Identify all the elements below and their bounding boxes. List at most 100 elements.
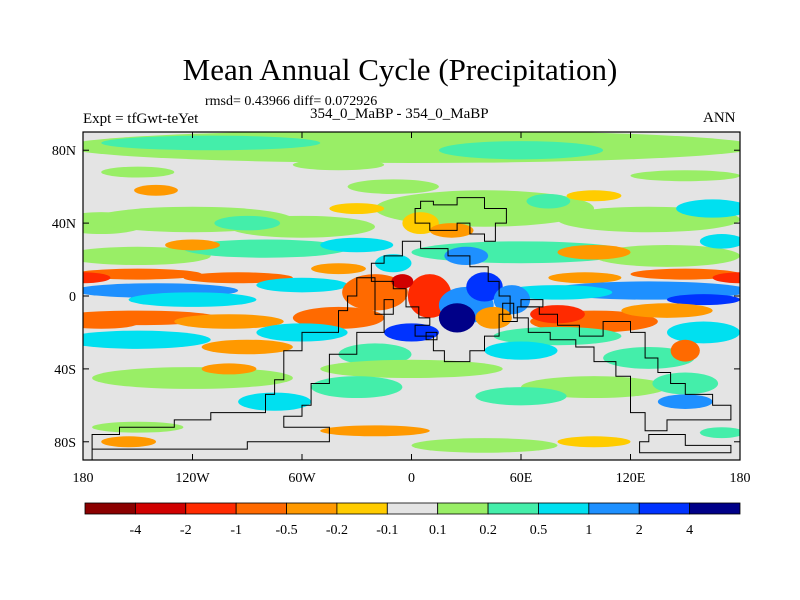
contour-region (101, 135, 321, 151)
contour-region (493, 326, 622, 346)
contour-region (292, 159, 385, 171)
land-outline (502, 302, 732, 432)
contour-region (201, 363, 257, 375)
contour-region (83, 268, 202, 280)
contour-region (92, 367, 293, 389)
colorbar-swatch (487, 502, 539, 515)
contour-region (347, 179, 439, 194)
land-outline (639, 434, 732, 454)
colorbar-swatch (336, 502, 388, 515)
contour-region (557, 436, 631, 448)
contour-region (83, 317, 138, 329)
contour-region (411, 438, 558, 453)
contour-region (502, 285, 613, 300)
colorbar-label: 2 (636, 523, 643, 538)
land-outline (91, 277, 394, 460)
x-tick-label: 0 (408, 471, 415, 486)
y-tick-label: 0 (69, 290, 76, 305)
contour-region (320, 237, 394, 253)
contour-region (667, 321, 740, 344)
contour-region (101, 166, 175, 178)
colorbar-label: 0.5 (530, 523, 548, 538)
x-tick-label: 60E (510, 471, 533, 486)
colorbar: -4 -2 -1 -0.5 -0.2 -0.1 0.1 0.2 0.5 1 2 4 (84, 502, 741, 538)
colorbar-swatch (235, 502, 287, 515)
contour-region (699, 234, 740, 249)
y-tick-label: 80S (54, 436, 76, 451)
colorbar-label: -1 (230, 523, 242, 538)
contour-region (526, 193, 571, 209)
contour-region (101, 436, 156, 448)
contour-region (630, 268, 740, 280)
colorbar-swatch (386, 502, 439, 515)
colorbar-label: -4 (130, 523, 142, 538)
x-tick-label: 180 (730, 471, 751, 486)
contour-region (594, 244, 740, 267)
land-outline (520, 299, 544, 308)
x-tick-label: 120W (175, 471, 210, 486)
land-outline (370, 240, 511, 363)
colorbar-swatch (134, 502, 187, 515)
colorbar-swatch (84, 502, 136, 515)
y-tick-label: 80N (52, 144, 76, 159)
contour-region (484, 341, 558, 360)
colorbar-swatch (638, 502, 691, 515)
contour-region (475, 387, 567, 406)
colorbar-label: 4 (686, 523, 693, 538)
contour-field (83, 132, 740, 460)
contour-region (311, 263, 366, 275)
colorbar-label: -0.5 (275, 523, 297, 538)
contour-region (238, 392, 312, 411)
contour-region (712, 272, 740, 284)
contour-region (214, 215, 281, 231)
contour-region (438, 303, 476, 333)
contour-region (183, 272, 293, 284)
x-tick-label: 60W (288, 471, 316, 486)
colorbar-label: -0.2 (326, 523, 348, 538)
case-subtitle: 354_0_MaBP - 354_0_MaBP (310, 106, 489, 122)
contour-region (83, 272, 111, 284)
contour-region (466, 272, 503, 302)
contour-region (83, 246, 211, 266)
contour-region (183, 239, 348, 258)
colorbar-label: -0.1 (376, 523, 398, 538)
contour-region (566, 190, 622, 202)
season-label: ANN (703, 110, 736, 126)
colorbar-label: 1 (585, 523, 592, 538)
contour-region (557, 244, 631, 260)
colorbar-swatch (286, 502, 338, 515)
contour-region (165, 239, 220, 251)
land-outline (414, 197, 507, 242)
contour-region (311, 376, 403, 399)
contour-region (384, 323, 439, 342)
contour-region (548, 272, 622, 284)
contour-region (256, 277, 348, 293)
contour-region (438, 141, 604, 160)
colorbar-swatch (437, 502, 489, 515)
land-outline (425, 331, 438, 341)
chart-title: Mean Annual Cycle (Precipitation) (182, 52, 618, 87)
y-tick-label: 40S (54, 363, 76, 378)
land-outlines (91, 197, 732, 460)
colorbar-swatch (689, 502, 741, 515)
colorbar-swatch (588, 502, 640, 515)
colorbar-label: 0.2 (479, 523, 497, 538)
contour-region (320, 359, 503, 378)
contour-region (391, 274, 414, 289)
contour-region (676, 199, 740, 218)
contour-region (134, 184, 178, 196)
contour-region (475, 306, 512, 329)
rmsd-diff-stats: rmsd= 0.43966 diff= 0.072926 (205, 94, 378, 109)
experiment-label: Expt = tfGwt-teYet (83, 111, 199, 127)
axis-ticks: 180 120W 60W 0 60E 120E 180 80N 40N 0 40S 80S (52, 132, 751, 486)
contour-region (329, 203, 385, 215)
contour-region (83, 330, 211, 349)
contour-region (201, 339, 293, 355)
colorbar-label: -2 (180, 523, 192, 538)
contour-region (174, 314, 284, 329)
contour-region (630, 170, 740, 182)
x-tick-label: 180 (73, 471, 94, 486)
contour-region (657, 394, 713, 409)
colorbar-swatch (538, 502, 590, 515)
